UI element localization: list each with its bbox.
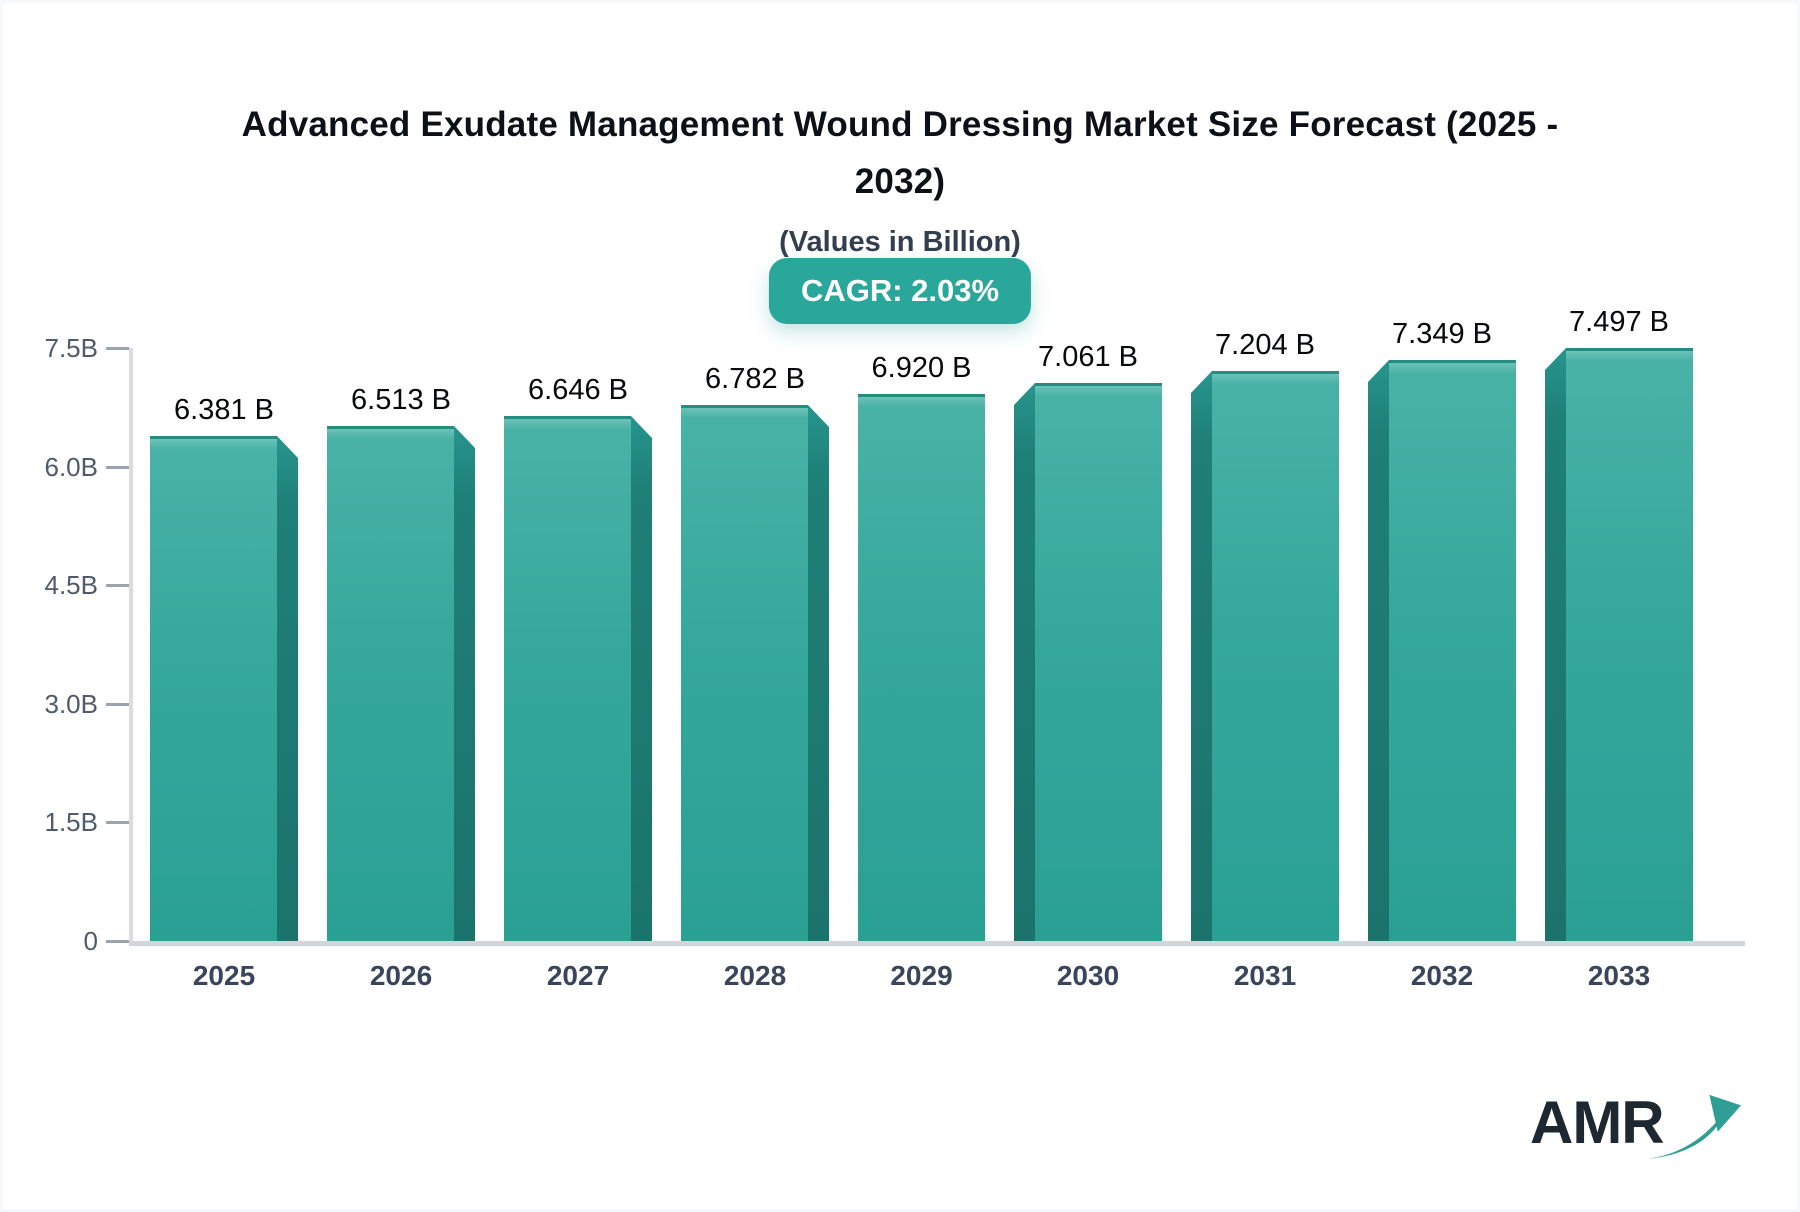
bar-value-label: 7.497 B bbox=[1569, 306, 1669, 338]
chart-title-line1: Advanced Exudate Management Wound Dressi… bbox=[241, 105, 1559, 144]
bar[interactable] bbox=[327, 426, 454, 941]
chart-title-line2: 2032) bbox=[854, 162, 946, 201]
bar-side bbox=[631, 416, 652, 941]
y-axis-tick-label: 0 bbox=[83, 926, 98, 956]
amr-logo-arrow-icon bbox=[1644, 1094, 1741, 1160]
bar[interactable] bbox=[1389, 360, 1516, 941]
bar-side bbox=[1014, 383, 1035, 941]
bar-value-label: 6.381 B bbox=[174, 394, 274, 426]
x-axis-label: 2032 bbox=[1410, 960, 1474, 991]
y-axis-tick-label: 3.0B bbox=[44, 689, 99, 719]
y-axis-tick-mark bbox=[106, 821, 129, 824]
bar[interactable] bbox=[1212, 371, 1339, 941]
x-axis-label: 2031 bbox=[1233, 960, 1297, 991]
x-axis-label: 2028 bbox=[723, 960, 787, 991]
bar-value-label: 6.782 B bbox=[705, 363, 805, 395]
x-axis-label: 2026 bbox=[369, 960, 433, 991]
cagr-badge: CAGR: 2.03% bbox=[768, 258, 1032, 324]
bar[interactable] bbox=[150, 436, 277, 941]
chart-subtitle: (Values in Billion) bbox=[779, 226, 1021, 258]
bar-value-label: 6.920 B bbox=[871, 352, 972, 384]
y-axis-tick-mark bbox=[106, 466, 129, 469]
bar-side bbox=[1545, 348, 1566, 941]
y-axis-tick-mark bbox=[106, 584, 129, 587]
bar-value-label: 7.349 B bbox=[1392, 318, 1492, 350]
bar[interactable] bbox=[1566, 348, 1693, 941]
y-axis-tick-label: 4.5B bbox=[44, 570, 99, 600]
bar-value-label: 6.513 B bbox=[351, 384, 451, 416]
y-axis-tick-mark bbox=[106, 940, 129, 943]
amr-logo-text: AMR bbox=[1530, 1089, 1665, 1156]
y-axis-line bbox=[129, 348, 133, 944]
bar[interactable] bbox=[681, 405, 808, 941]
bar-side bbox=[1191, 371, 1212, 941]
chart-title: Advanced Exudate Management Wound Dressi… bbox=[120, 96, 1680, 210]
bar-value-label: 7.061 B bbox=[1038, 341, 1138, 373]
x-axis-label: 2033 bbox=[1587, 960, 1651, 991]
y-axis-tick-label: 1.5B bbox=[44, 807, 99, 837]
x-axis-label: 2027 bbox=[546, 960, 610, 991]
x-axis-label: 2025 bbox=[192, 960, 256, 991]
y-axis-tick-mark bbox=[106, 347, 129, 350]
y-axis-tick-label: 6.0B bbox=[44, 452, 99, 482]
y-axis-tick-mark bbox=[106, 703, 129, 706]
bar-value-label: 6.646 B bbox=[528, 374, 628, 406]
x-axis-line bbox=[129, 941, 1745, 946]
bar-side bbox=[454, 426, 475, 941]
y-axis-tick-label: 7.5B bbox=[44, 333, 99, 363]
bar-side bbox=[808, 405, 829, 941]
x-axis-label: 2030 bbox=[1056, 960, 1120, 991]
x-axis-label: 2029 bbox=[890, 960, 953, 991]
bar-side bbox=[1368, 360, 1389, 941]
amr-logo: AMR bbox=[1530, 1080, 1750, 1180]
bar-value-label: 7.204 B bbox=[1215, 329, 1315, 361]
bar[interactable] bbox=[1035, 383, 1162, 941]
bar[interactable] bbox=[858, 394, 985, 941]
bar[interactable] bbox=[504, 416, 631, 941]
bar-side bbox=[277, 436, 298, 941]
